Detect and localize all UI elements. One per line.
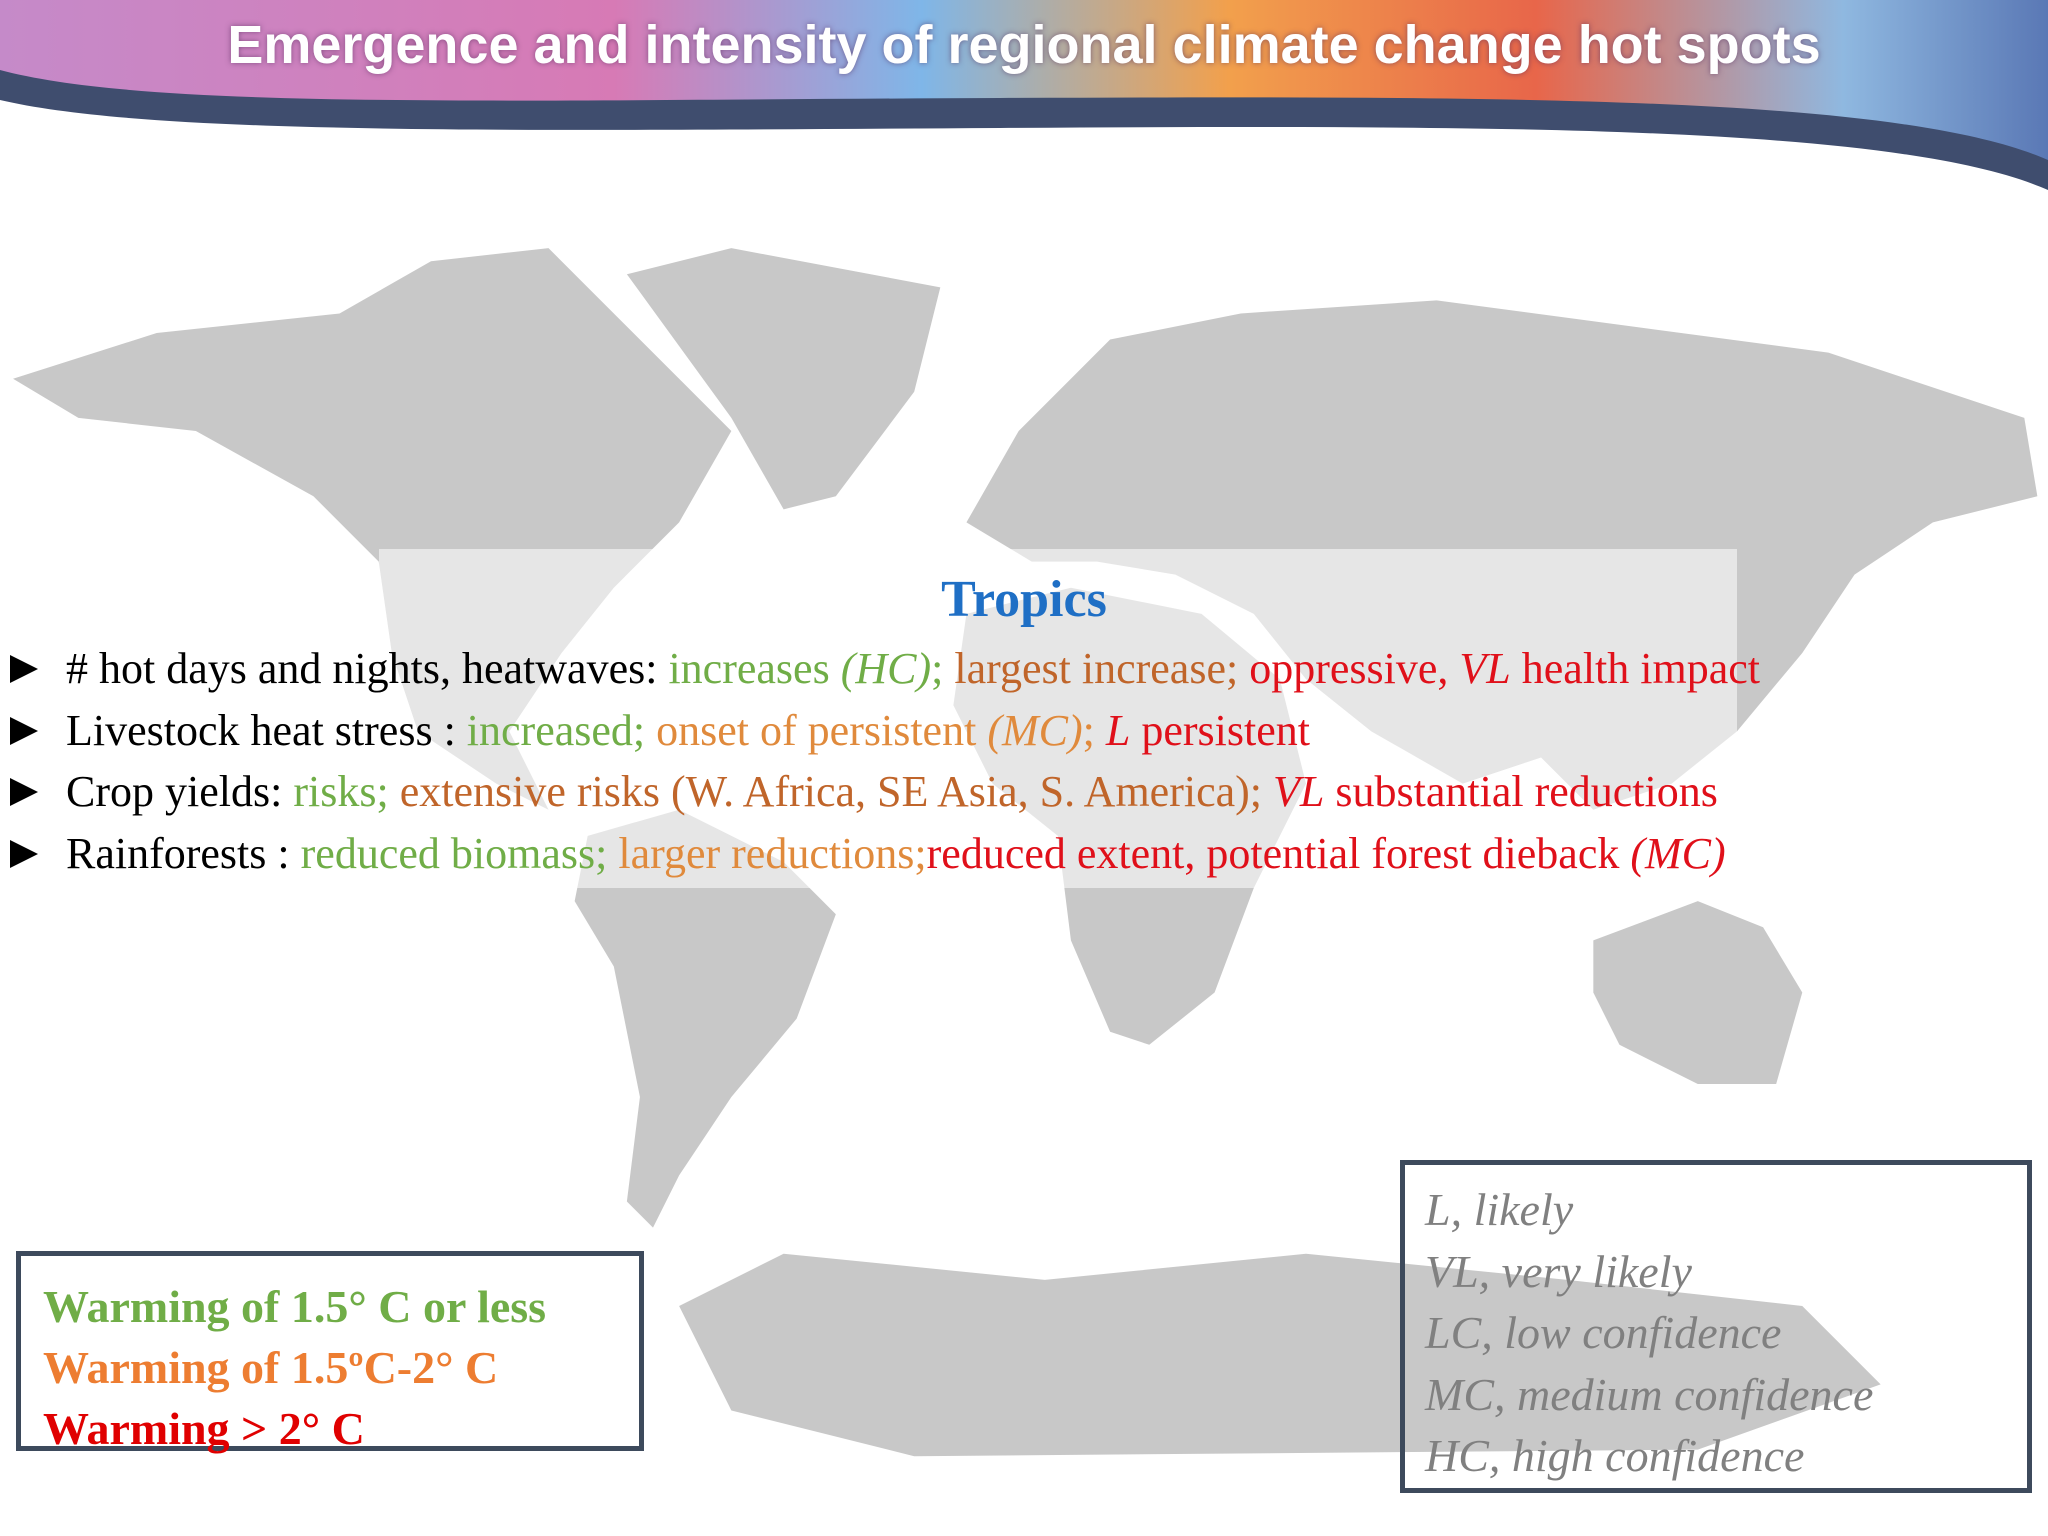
- bullet: Livestock heat stress : increased; onset…: [0, 700, 2048, 762]
- text-segment: persistent: [1130, 705, 1310, 755]
- bullet-list: # hot days and nights, heatwaves: increa…: [0, 638, 2048, 884]
- text-segment: health impact: [1510, 644, 1761, 693]
- text-segment: Rainforests :: [66, 828, 301, 878]
- bullet: Crop yields: risks; extensive risks (W. …: [0, 761, 2048, 823]
- text-segment: risks;: [293, 767, 400, 816]
- text-segment: extensive risks (W. Africa, SE Asia, S. …: [399, 767, 1274, 816]
- legend-item: Warming of 1.5° C or less: [43, 1281, 547, 1332]
- banner-edge: [0, 70, 2048, 190]
- section-title: Tropics: [941, 571, 1107, 628]
- text-segment: # hot days and nights, heatwaves:: [66, 644, 669, 693]
- legend-item: Warming > 2° C: [43, 1403, 365, 1454]
- text-segment: ;: [1082, 705, 1106, 755]
- text-segment: (HC): [840, 644, 932, 693]
- text-segment: reduced extent, potential forest dieback: [926, 828, 1631, 878]
- text-segment: reduced biomass;: [300, 828, 619, 878]
- text-segment: Crop yields:: [66, 767, 294, 816]
- legend-item: HC, high confidence: [1425, 1430, 1805, 1481]
- text-segment: oppressive,: [1249, 644, 1460, 693]
- text-segment: VL: [1459, 644, 1511, 693]
- warming-legend: Warming of 1.5° C or less Warming of 1.5º…: [16, 1251, 644, 1454]
- text-segment: (MC): [987, 705, 1083, 755]
- text-segment: ;: [931, 644, 955, 693]
- bullet: Rainforests : reduced biomass; larger re…: [0, 823, 2048, 885]
- bullet: # hot days and nights, heatwaves: increa…: [0, 638, 2048, 700]
- text-segment: largest increase;: [954, 644, 1250, 693]
- text-segment: increases: [668, 644, 841, 693]
- text-segment: Livestock heat stress :: [66, 705, 467, 755]
- legend-item: L, likely: [1425, 1184, 1574, 1235]
- text-segment: L: [1105, 705, 1131, 755]
- text-segment: larger reductions;: [618, 828, 927, 878]
- likelihood-legend: L, likely VL, very likely LC, low confiden…: [1400, 1160, 2032, 1493]
- text-segment: VL: [1273, 767, 1325, 816]
- legend-item: Warming of 1.5ºC-2° C: [43, 1342, 499, 1393]
- text-segment: onset of persistent: [656, 705, 988, 755]
- legend-item: MC, medium confidence: [1425, 1368, 1874, 1420]
- text-segment: substantial reductions: [1324, 767, 1718, 816]
- text-backdrop: [379, 549, 1737, 888]
- legend-item: VL, very likely: [1425, 1245, 1692, 1297]
- banner: [0, 0, 2048, 170]
- text-segment: (MC): [1630, 828, 1726, 878]
- slide-title: Emergence and intensity of regional clim…: [227, 15, 1821, 75]
- text-segment: increased;: [466, 705, 657, 755]
- legend-item: LC, low confidence: [1425, 1307, 1782, 1358]
